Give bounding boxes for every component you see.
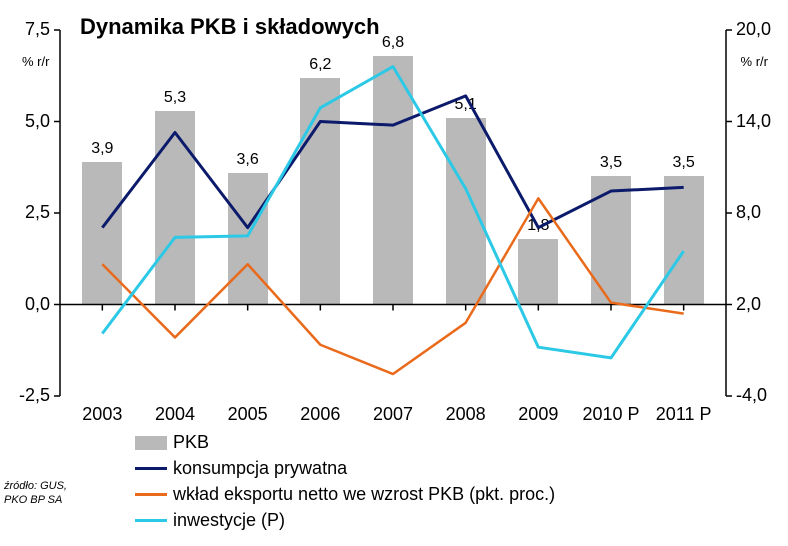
source-line1: źródło: GUS, bbox=[4, 480, 67, 492]
legend-label: inwestycje (P) bbox=[173, 510, 285, 531]
legend-swatch-line bbox=[135, 493, 167, 496]
legend-label: wkład eksportu netto we wzrost PKB (pkt.… bbox=[173, 484, 555, 505]
legend-swatch-bar bbox=[135, 436, 167, 450]
legend-item: inwestycje (P) bbox=[135, 510, 285, 531]
chart-container: Dynamika PKB i składowych % r/r % r/r -2… bbox=[0, 0, 788, 546]
legend-swatch-line bbox=[135, 467, 167, 470]
legend-label: PKB bbox=[173, 432, 209, 453]
legend-swatch-line bbox=[135, 519, 167, 522]
legend-item: konsumpcja prywatna bbox=[135, 458, 347, 479]
chart-svg bbox=[0, 0, 788, 546]
legend-item: PKB bbox=[135, 432, 209, 453]
source-line2: PKO BP SA bbox=[4, 494, 62, 506]
legend-item: wkład eksportu netto we wzrost PKB (pkt.… bbox=[135, 484, 555, 505]
legend-label: konsumpcja prywatna bbox=[173, 458, 347, 479]
